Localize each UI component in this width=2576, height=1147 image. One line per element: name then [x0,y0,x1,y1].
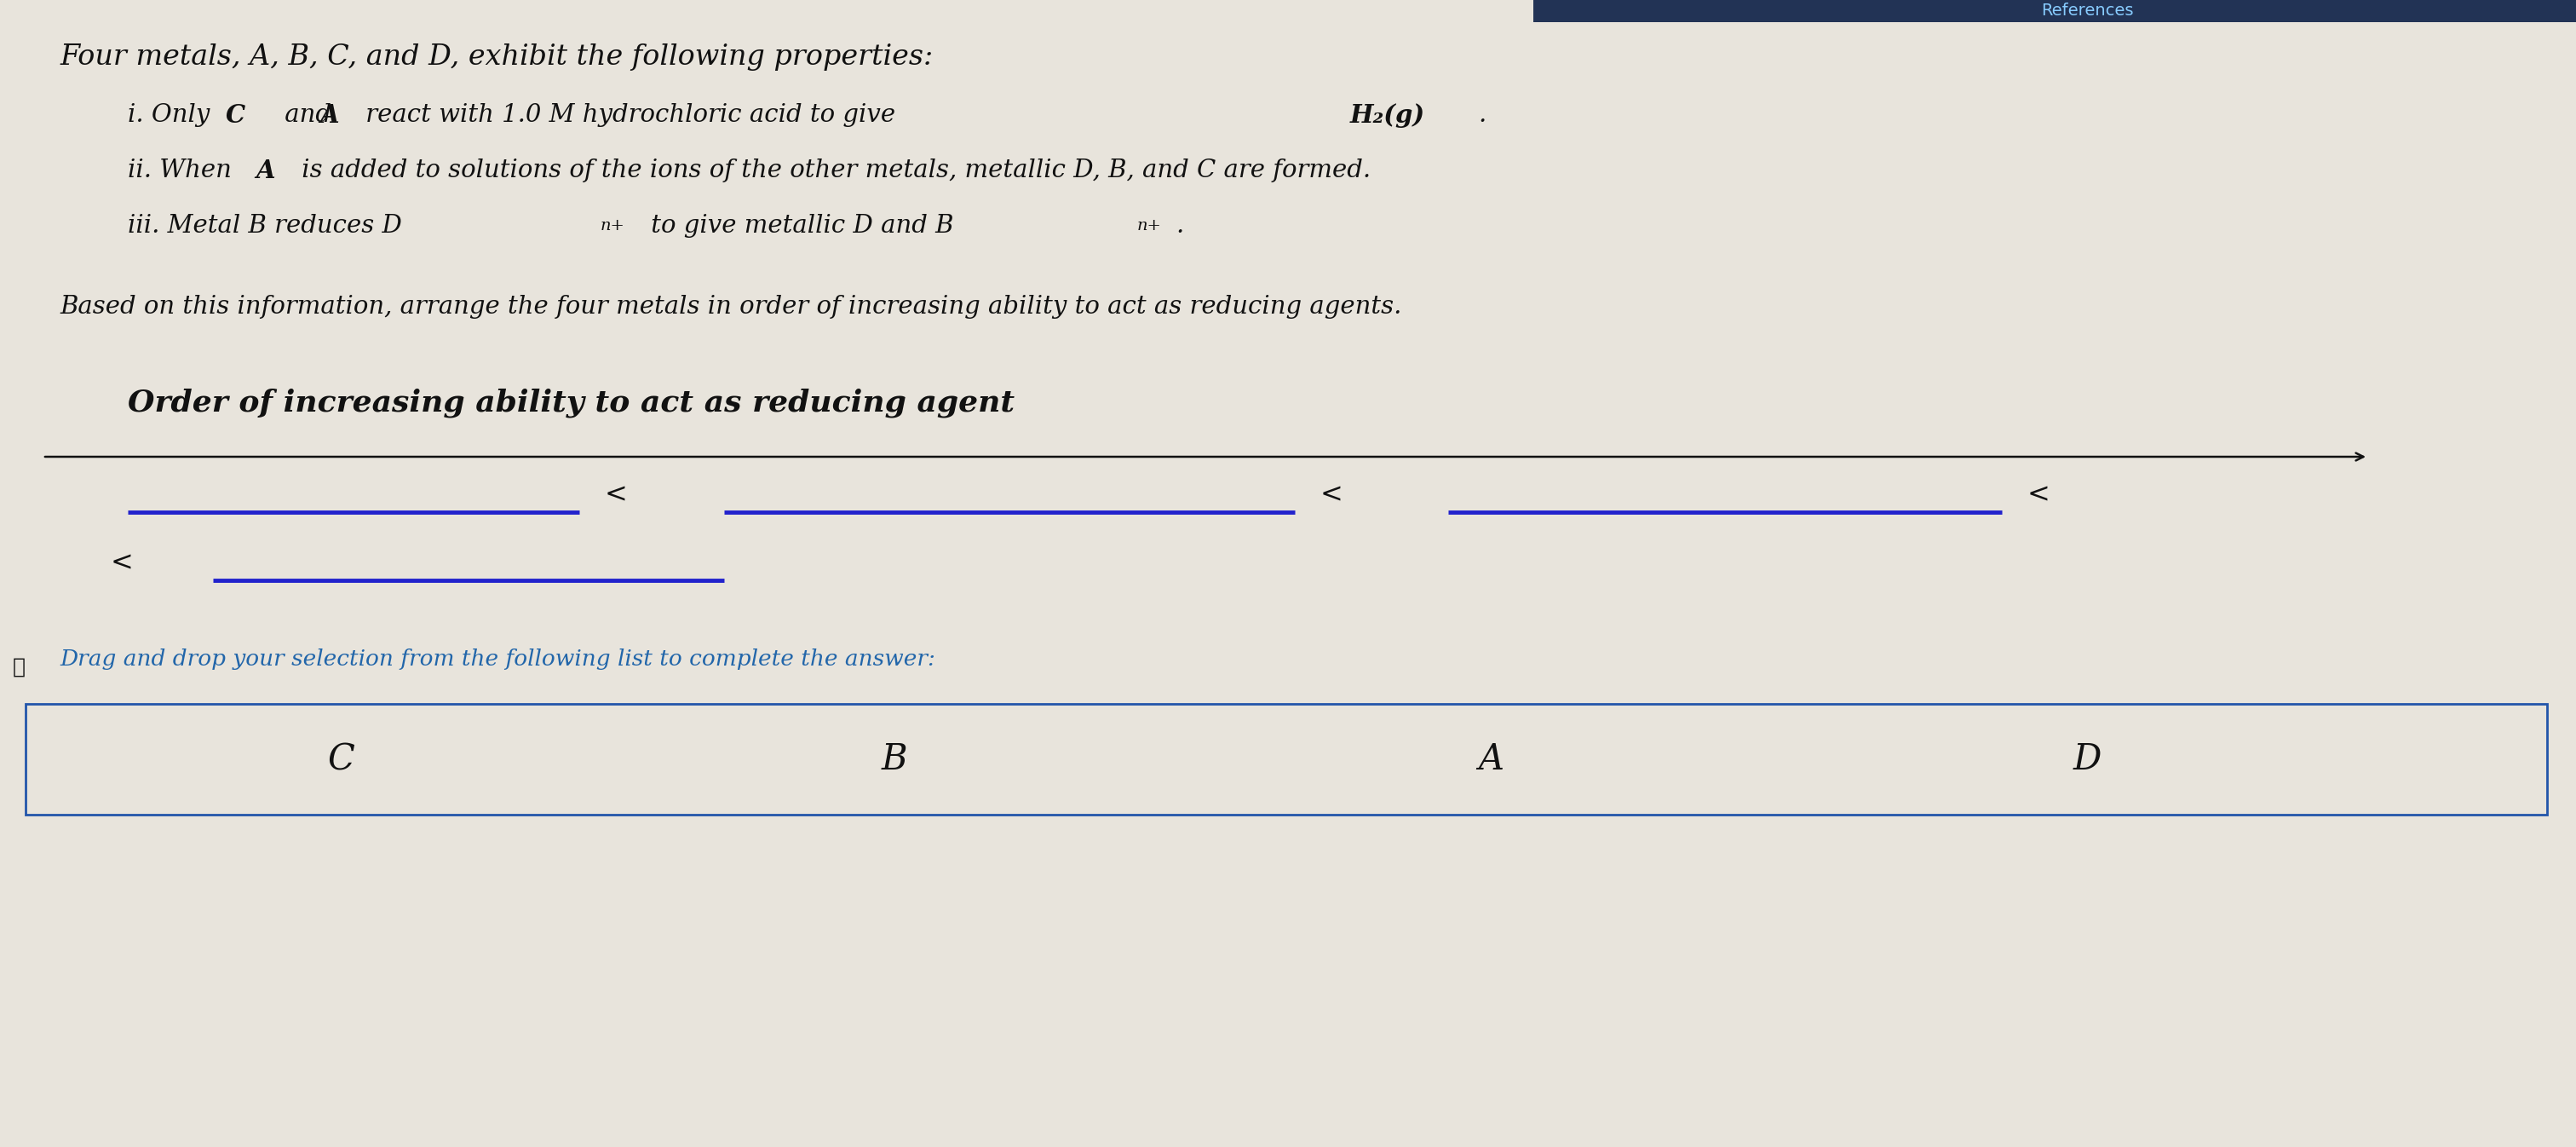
Text: i. Only: i. Only [129,103,219,127]
Text: is added to solutions of the ions of the other metals, metallic D, B, and C are : is added to solutions of the ions of the… [294,158,1370,182]
Text: Based on this information, arrange the four metals in order of increasing abilit: Based on this information, arrange the f… [59,295,1401,319]
Text: ⪤: ⪤ [13,657,26,678]
Text: iii. Metal B reduces D: iii. Metal B reduces D [129,213,402,237]
Text: H₂(g): H₂(g) [1350,103,1425,127]
Text: A: A [255,158,276,184]
Text: .: . [1175,213,1182,237]
Text: <: < [605,482,629,508]
Text: <: < [111,549,134,576]
Text: and: and [276,103,340,127]
Text: A: A [319,103,337,127]
FancyBboxPatch shape [26,704,2548,814]
Text: B: B [881,741,907,778]
Text: Four metals, A, B, C, and D, exhibit the following properties:: Four metals, A, B, C, and D, exhibit the… [59,44,933,71]
Text: C: C [327,741,355,778]
Text: References: References [2040,3,2133,19]
Text: n+: n+ [600,218,626,234]
Text: react with 1.0 M hydrochloric acid to give: react with 1.0 M hydrochloric acid to gi… [358,103,904,127]
Text: D: D [2074,741,2102,778]
Text: C: C [227,103,245,127]
Bar [1533,0,2576,22]
Text: .: . [1479,103,1486,127]
Text: ii. When: ii. When [129,158,240,182]
Text: Drag and drop your selection from the following list to complete the answer:: Drag and drop your selection from the fo… [59,648,935,670]
Text: <: < [1321,482,1342,508]
Text: Order of increasing ability to act as reducing agent: Order of increasing ability to act as re… [129,389,1015,418]
Text: A: A [1479,741,1504,778]
Text: to give metallic D and B: to give metallic D and B [644,213,953,237]
Text: n+: n+ [1136,218,1162,234]
Text: <: < [2027,482,2050,508]
